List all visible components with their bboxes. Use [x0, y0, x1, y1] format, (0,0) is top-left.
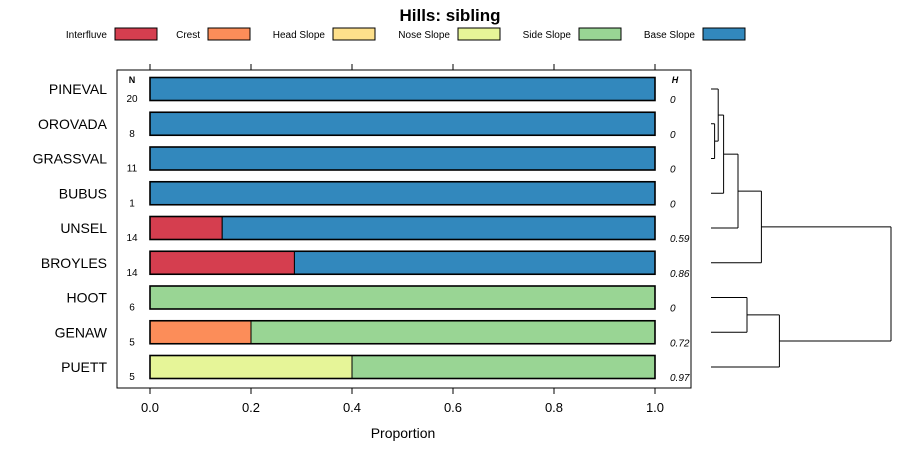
bar-segment: [293, 250, 656, 275]
plot-frame: [116, 69, 692, 389]
bar-segment: [149, 111, 656, 136]
dendrogram: [711, 88, 892, 368]
h-label: 0: [670, 95, 676, 106]
bar-outline: [149, 354, 656, 380]
h-label: 0: [670, 304, 676, 315]
category-label: PUETT: [61, 359, 107, 375]
x-axis-title: Proportion: [371, 425, 436, 441]
n-label: 6: [129, 303, 135, 314]
category-label: BUBUS: [59, 185, 107, 201]
h-label: 0.59: [670, 234, 690, 245]
bar-segment: [149, 355, 353, 379]
bar-segment: [149, 146, 656, 171]
bar-segment: [149, 250, 295, 275]
legend-swatch: [114, 27, 158, 41]
rows: PINEVAL 20 0 OROVADA 8 0 GRASSVAL 11 0 BUBUS 1 0 UNS…: [33, 76, 690, 384]
n-label: 1: [129, 198, 135, 209]
legend: Interfluve Crest Head Slope Nose Slope Side …: [66, 27, 746, 41]
category-label: BROYLES: [41, 255, 107, 271]
category-label: OROVADA: [38, 116, 108, 132]
bar-segment: [149, 285, 656, 310]
bar-segment: [149, 77, 656, 101]
bar-outline: [149, 319, 656, 345]
bar-segment: [221, 216, 656, 240]
n-label: 11: [127, 164, 138, 175]
category-label: UNSEL: [60, 220, 107, 236]
h-column-header: H: [672, 75, 679, 85]
legend-label: Crest: [176, 30, 200, 41]
n-label: 20: [126, 94, 138, 105]
h-label: 0: [670, 165, 676, 176]
x-tick-label: 1.0: [646, 400, 664, 415]
legend-swatch: [332, 27, 376, 41]
n-label: 14: [126, 233, 138, 244]
category-label: GRASSVAL: [33, 151, 108, 167]
bar-outline: [149, 76, 656, 102]
legend-label: Interfluve: [66, 30, 108, 41]
bar-segment: [250, 320, 656, 345]
h-label: 0.72: [670, 338, 690, 349]
bar-outline: [149, 285, 656, 310]
bar-outline: [149, 250, 656, 276]
x-axis: 0.0 0.2 0.4 0.6 0.8 1.0: [141, 64, 664, 415]
h-label: 0: [670, 130, 676, 141]
n-column-header: N: [129, 75, 136, 85]
legend-swatch: [578, 27, 622, 41]
bar-segment: [149, 216, 223, 240]
chart-title: Hills: sibling: [399, 6, 500, 25]
bar-segment: [149, 320, 252, 345]
h-label: 0.86: [670, 269, 690, 280]
legend-label: Head Slope: [273, 30, 326, 41]
n-label: 5: [129, 372, 135, 383]
legend-label: Side Slope: [523, 30, 572, 41]
n-label: 14: [126, 268, 138, 279]
h-label: 0: [670, 199, 676, 210]
bar-outline: [149, 146, 656, 171]
x-tick-label: 0.0: [141, 400, 159, 415]
x-tick-label: 0.6: [444, 400, 462, 415]
category-label: PINEVAL: [49, 81, 107, 97]
n-label: 8: [129, 129, 135, 140]
legend-label: Base Slope: [644, 30, 696, 41]
bar-segment: [149, 181, 656, 206]
legend-swatch: [457, 27, 501, 41]
x-tick-label: 0.2: [242, 400, 260, 415]
bar-outline: [149, 111, 656, 137]
bar-outline: [149, 215, 656, 241]
category-label: GENAW: [55, 324, 108, 340]
legend-label: Nose Slope: [398, 30, 450, 41]
x-tick-label: 0.8: [545, 400, 563, 415]
x-tick-label: 0.4: [343, 400, 361, 415]
n-label: 5: [129, 337, 135, 348]
legend-swatch: [702, 27, 746, 41]
legend-swatch: [207, 27, 251, 41]
h-label: 0.97: [670, 373, 690, 384]
bar-outline: [149, 180, 656, 206]
category-label: HOOT: [67, 290, 108, 306]
bar-segment: [351, 355, 656, 379]
